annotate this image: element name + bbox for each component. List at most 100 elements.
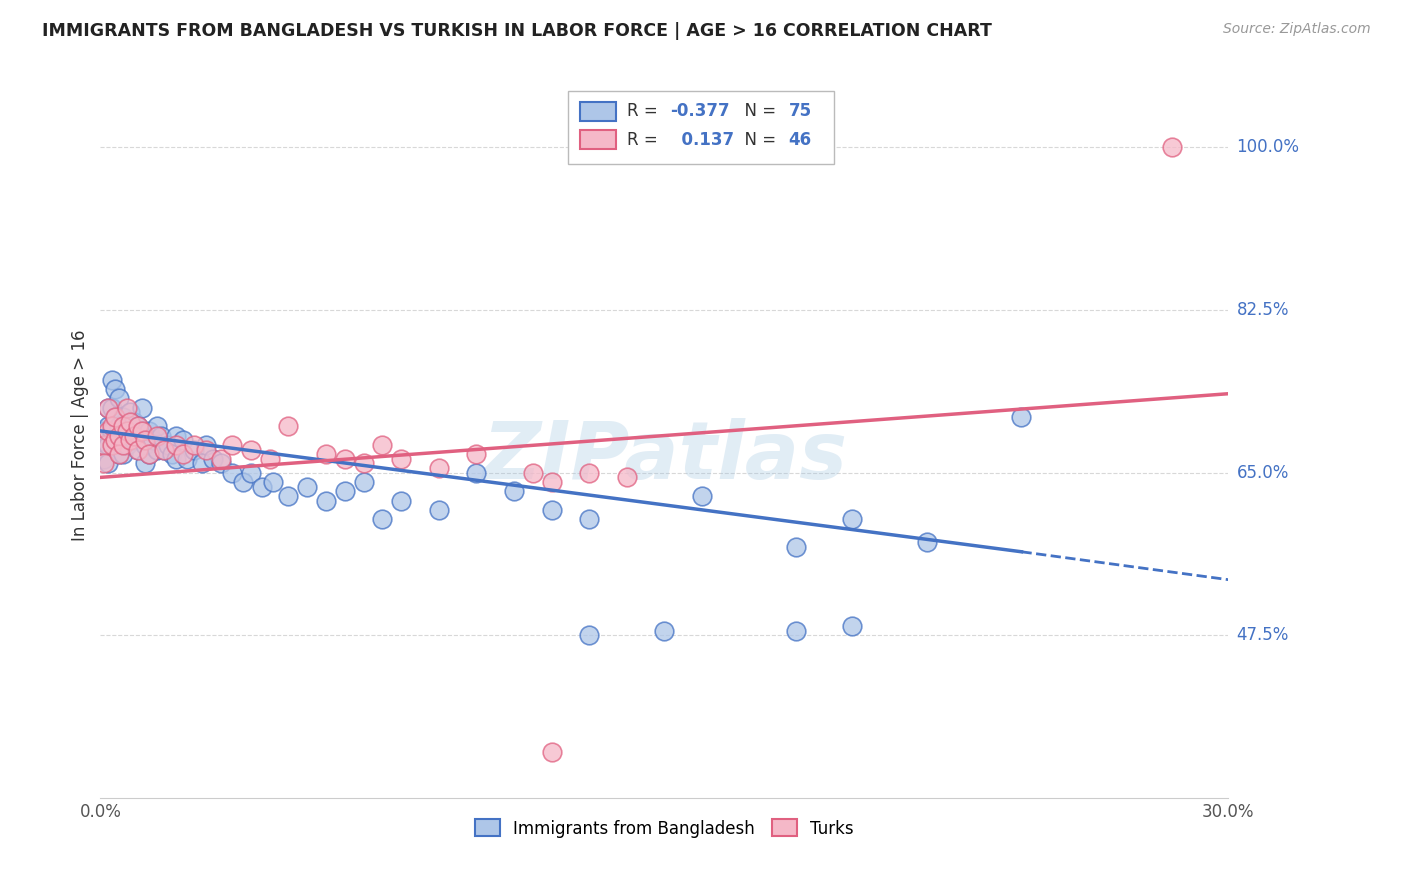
Point	[841, 619, 863, 633]
Point	[131, 424, 153, 438]
Point	[232, 475, 254, 489]
Point	[172, 447, 194, 461]
Point	[142, 434, 165, 448]
Point	[93, 424, 115, 438]
Point	[100, 373, 122, 387]
Y-axis label: In Labor Force | Age > 16: In Labor Force | Age > 16	[72, 330, 89, 541]
Text: Source: ZipAtlas.com: Source: ZipAtlas.com	[1223, 22, 1371, 37]
Point	[194, 442, 217, 457]
Point	[578, 466, 600, 480]
Point	[221, 466, 243, 480]
Point	[160, 447, 183, 461]
Point	[120, 428, 142, 442]
Point	[165, 438, 187, 452]
Text: N =: N =	[734, 103, 782, 120]
Point	[465, 466, 488, 480]
Point	[191, 457, 214, 471]
Point	[262, 475, 284, 489]
Point	[100, 401, 122, 415]
Point	[153, 442, 176, 457]
Point	[122, 415, 145, 429]
Point	[111, 409, 134, 424]
Point	[127, 442, 149, 457]
Point	[1011, 409, 1033, 424]
Text: 0.137: 0.137	[669, 131, 734, 149]
Point	[209, 451, 232, 466]
Point	[104, 434, 127, 448]
Point	[104, 434, 127, 448]
Text: R =: R =	[627, 131, 664, 149]
Point	[104, 409, 127, 424]
Point	[97, 419, 120, 434]
Point	[917, 535, 939, 549]
Point	[134, 434, 156, 448]
Point	[176, 451, 198, 466]
Point	[108, 428, 131, 442]
Text: -0.377: -0.377	[669, 103, 730, 120]
Point	[138, 447, 160, 461]
Point	[127, 419, 149, 434]
Point	[115, 419, 138, 434]
Text: 65.0%: 65.0%	[1237, 464, 1289, 482]
Point	[841, 512, 863, 526]
Point	[108, 392, 131, 406]
Text: IMMIGRANTS FROM BANGLADESH VS TURKISH IN LABOR FORCE | AGE > 16 CORRELATION CHAR: IMMIGRANTS FROM BANGLADESH VS TURKISH IN…	[42, 22, 993, 40]
Point	[100, 424, 122, 438]
Text: ZIPatlas: ZIPatlas	[482, 418, 846, 496]
Text: 46: 46	[789, 131, 811, 149]
Point	[209, 457, 232, 471]
Point	[122, 428, 145, 442]
Point	[93, 438, 115, 452]
Point	[127, 419, 149, 434]
Point	[111, 438, 134, 452]
Legend: Immigrants from Bangladesh, Turks: Immigrants from Bangladesh, Turks	[468, 813, 860, 844]
Point	[194, 438, 217, 452]
Point	[145, 419, 167, 434]
Point	[183, 438, 205, 452]
Point	[134, 457, 156, 471]
Point	[131, 401, 153, 415]
Point	[353, 457, 375, 471]
Point	[115, 424, 138, 438]
Point	[120, 434, 142, 448]
Point	[93, 451, 115, 466]
Point	[97, 424, 120, 438]
Point	[333, 484, 356, 499]
Point	[111, 428, 134, 442]
Point	[153, 442, 176, 457]
Point	[172, 434, 194, 448]
Point	[389, 493, 412, 508]
Point	[1160, 140, 1182, 154]
Point	[183, 442, 205, 457]
Point	[145, 442, 167, 457]
Point	[315, 493, 337, 508]
Point	[122, 434, 145, 448]
Point	[250, 480, 273, 494]
Point	[120, 415, 142, 429]
Text: N =: N =	[734, 131, 782, 149]
Point	[120, 405, 142, 419]
Point	[202, 451, 225, 466]
Point	[138, 447, 160, 461]
Point	[100, 419, 122, 434]
Point	[111, 447, 134, 461]
Point	[259, 451, 281, 466]
Point	[277, 489, 299, 503]
Text: 82.5%: 82.5%	[1237, 301, 1289, 319]
Point	[104, 382, 127, 396]
Point	[540, 503, 562, 517]
Point	[108, 419, 131, 434]
Point	[104, 409, 127, 424]
Text: 100.0%: 100.0%	[1237, 138, 1299, 156]
Point	[134, 438, 156, 452]
Text: 75: 75	[789, 103, 811, 120]
Point	[427, 461, 450, 475]
Point	[127, 442, 149, 457]
Point	[652, 624, 675, 638]
Point	[578, 628, 600, 642]
Point	[115, 438, 138, 452]
Point	[97, 401, 120, 415]
Point	[389, 451, 412, 466]
Point	[315, 447, 337, 461]
Point	[785, 624, 807, 638]
